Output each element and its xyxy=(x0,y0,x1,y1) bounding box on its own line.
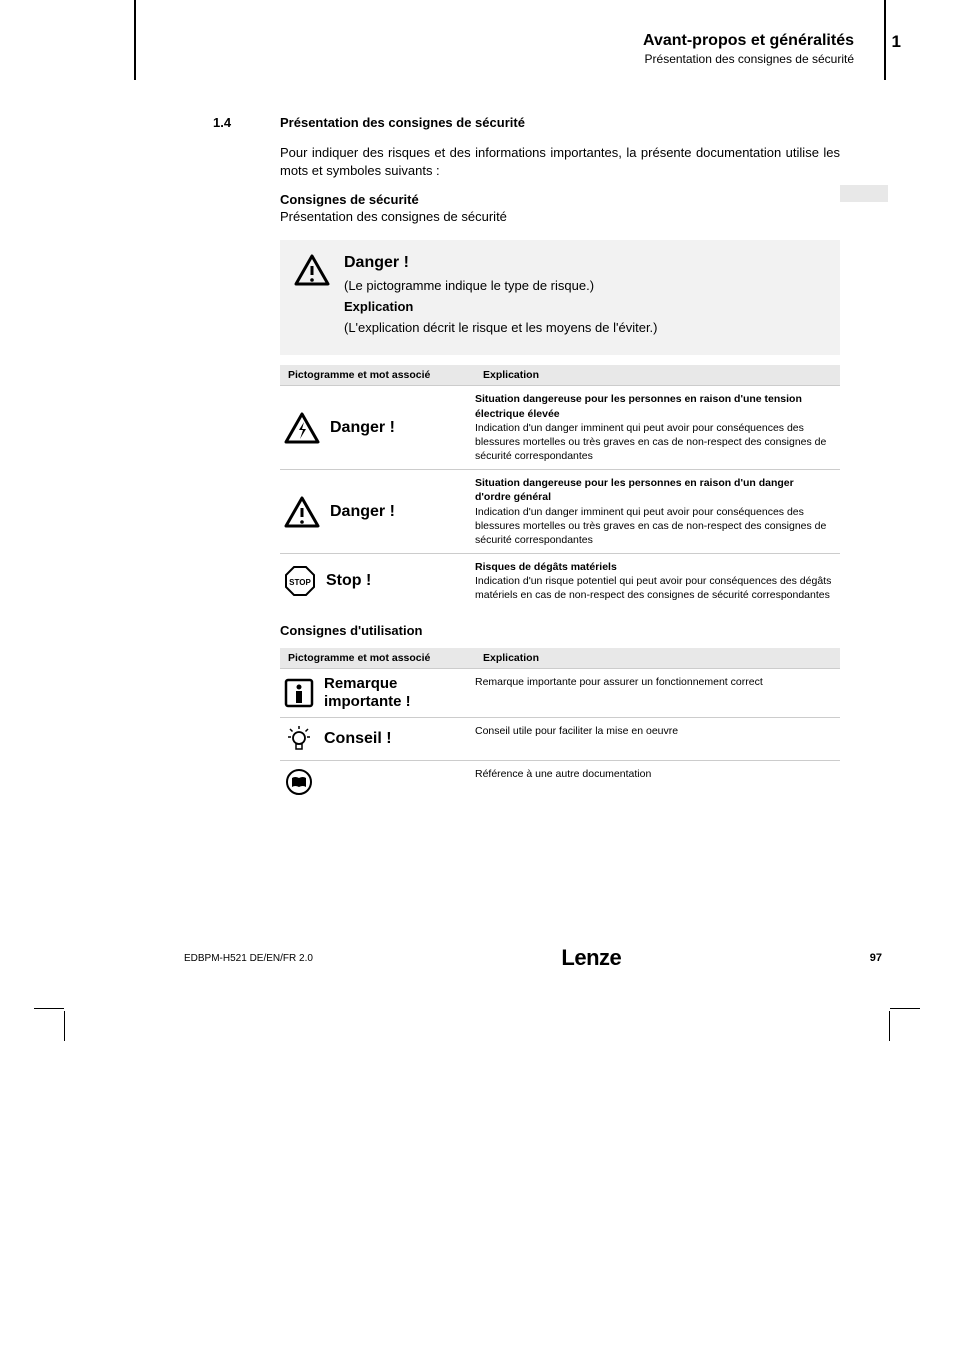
table-header-row: Pictogramme et mot associé Explication xyxy=(280,365,840,385)
header-rule-left xyxy=(134,0,136,80)
row-label: Stop ! xyxy=(326,572,371,590)
table-row: Danger ! Situation dangereuse pour les p… xyxy=(280,469,840,553)
page-footer: EDBPM-H521 DE/EN/FR 2.0 Lenze 97 xyxy=(0,945,954,971)
table-row: Danger ! Situation dangereuse pour les p… xyxy=(280,385,840,469)
main-content: Présentation des consignes de sécurité P… xyxy=(213,115,878,803)
row-label: Remarque importante ! xyxy=(324,675,411,711)
table-row: Remarque importante ! Remarque important… xyxy=(280,668,840,717)
row-label: Conseil ! xyxy=(324,730,392,748)
safety-heading: Consignes de sécurité xyxy=(280,192,878,207)
table-header-col2: Explication xyxy=(483,652,832,664)
footer-doc-id: EDBPM-H521 DE/EN/FR 2.0 xyxy=(184,953,313,964)
row-explanation: Situation dangereuse pour les personnes … xyxy=(475,392,840,463)
table-header-row: Pictogramme et mot associé Explication xyxy=(280,648,840,668)
stop-icon: STOP xyxy=(284,565,316,597)
danger-box-title: Danger ! xyxy=(344,254,820,272)
tip-lightbulb-icon xyxy=(284,724,314,754)
electrical-danger-icon xyxy=(284,412,320,444)
crop-mark xyxy=(889,1011,890,1041)
header-rule-right xyxy=(884,0,886,80)
row-explanation: Remarque importante pour assurer un fonc… xyxy=(475,675,840,711)
header-subtitle: Présentation des consignes de sécurité xyxy=(643,52,854,66)
danger-box-line1: (Le pictogramme indique le type de risqu… xyxy=(344,278,820,293)
table-row: STOP Stop ! Risques de dégâts matériels … xyxy=(280,553,840,609)
row-label: Danger ! xyxy=(330,503,395,521)
danger-box-line3: (L'explication décrit le risque et les m… xyxy=(344,320,820,335)
chapter-number: 1 xyxy=(892,32,901,52)
row-explanation: Référence à une autre documentation xyxy=(475,767,840,797)
table-header-col2: Explication xyxy=(483,369,832,381)
table-row: Référence à une autre documentation xyxy=(280,760,840,803)
danger-callout-box: Danger ! (Le pictogramme indique le type… xyxy=(280,240,840,355)
header-block: Avant-propos et généralités Présentation… xyxy=(643,32,854,66)
section-title: Présentation des consignes de sécurité xyxy=(280,115,878,130)
safety-description: Présentation des consignes de sécurité xyxy=(280,209,878,224)
crop-mark xyxy=(64,1011,65,1041)
warning-triangle-icon xyxy=(294,254,330,286)
header-title: Avant-propos et généralités xyxy=(643,32,854,50)
safety-table: Pictogramme et mot associé Explication D… xyxy=(280,365,840,608)
book-reference-icon xyxy=(284,767,314,797)
page-number: 97 xyxy=(870,952,882,964)
crop-mark xyxy=(34,1008,64,1009)
table-row: Conseil ! Conseil utile pour faciliter l… xyxy=(280,717,840,760)
danger-box-line2: Explication xyxy=(344,299,820,314)
crop-mark xyxy=(890,1008,920,1009)
brand-logo: Lenze xyxy=(561,945,621,971)
row-explanation: Conseil utile pour faciliter la mise en … xyxy=(475,724,840,754)
usage-heading: Consignes d'utilisation xyxy=(280,623,878,638)
row-label: Danger ! xyxy=(330,419,395,437)
table-header-col1: Pictogramme et mot associé xyxy=(288,652,483,664)
intro-paragraph: Pour indiquer des risques et des informa… xyxy=(280,144,840,180)
row-explanation: Risques de dégâts matériels Indication d… xyxy=(475,560,840,603)
svg-text:STOP: STOP xyxy=(289,578,311,587)
usage-table: Pictogramme et mot associé Explication R… xyxy=(280,648,840,803)
info-icon xyxy=(284,678,314,708)
table-header-col1: Pictogramme et mot associé xyxy=(288,369,483,381)
general-danger-icon xyxy=(284,496,320,528)
row-explanation: Situation dangereuse pour les personnes … xyxy=(475,476,840,547)
